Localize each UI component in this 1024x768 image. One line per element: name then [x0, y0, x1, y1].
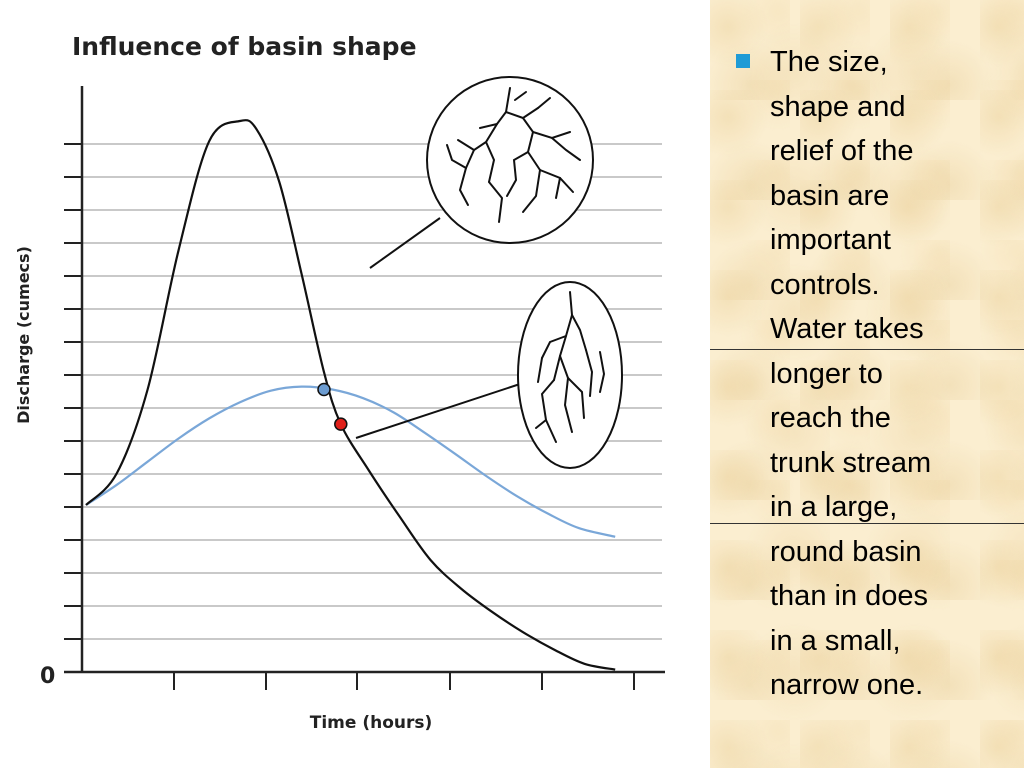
bullet-text-line: The size,: [770, 46, 888, 78]
narrow-basin-illustration: [355, 281, 623, 469]
bullet-text-line: basin are: [770, 179, 890, 212]
narrow-basin-drainage-network: [535, 291, 606, 443]
bullet-text-line: controls.: [770, 268, 880, 301]
y-axis-label: Discharge (cumecs): [14, 246, 33, 424]
bullet-text-line: than in does: [770, 580, 929, 612]
series-line-round-basin: [85, 119, 616, 671]
chart-title: Influence of basin shape: [72, 32, 417, 61]
bullet-text-line: in a small,: [770, 624, 901, 657]
narrow-basin-ellipse: [517, 281, 623, 469]
bullet-square-icon: [736, 54, 750, 68]
marker-narrow-basin: [317, 382, 331, 397]
series-line-narrow-basin: [85, 385, 616, 538]
bullet-text-line: trunk stream: [770, 446, 932, 479]
narrow-basin-leader-line: [355, 383, 521, 439]
bullet-text: The size, shape and relief of the basin are…: [770, 40, 1015, 708]
axes: [64, 86, 665, 690]
bullet-text-line: round basin: [770, 535, 922, 568]
marker-round-basin: [334, 417, 348, 431]
panel-rule-lower: [710, 523, 1024, 524]
chart-area: Influence of basin shape 0 Discharge (cu…: [14, 32, 665, 733]
hydrograph-chart: Influence of basin shape 0 Discharge (cu…: [14, 32, 665, 733]
text-panel: The size, shape and relief of the basin are…: [710, 0, 1024, 768]
origin-label: 0: [40, 664, 55, 689]
bullet-text-line: relief of the: [770, 135, 914, 167]
bullet-text-line: reach the: [770, 402, 891, 434]
bullet-text-line: Water takes: [770, 313, 924, 345]
bullet-text-line: important: [770, 224, 891, 256]
round-basin-leader-line: [369, 217, 441, 269]
round-basin-drainage-network: [446, 87, 581, 223]
series-layer: [85, 119, 616, 671]
x-axis-label: Time (hours): [310, 713, 433, 733]
bullet-text-line: longer to: [770, 357, 883, 390]
bullet-text-line: narrow one.: [770, 669, 924, 701]
round-basin-circle: [426, 76, 594, 244]
round-basin-illustration: [369, 76, 594, 269]
panel-rule-upper: [710, 349, 1024, 350]
bullet-text-line: in a large,: [770, 491, 898, 523]
bullet-text-line: shape and: [770, 90, 906, 123]
